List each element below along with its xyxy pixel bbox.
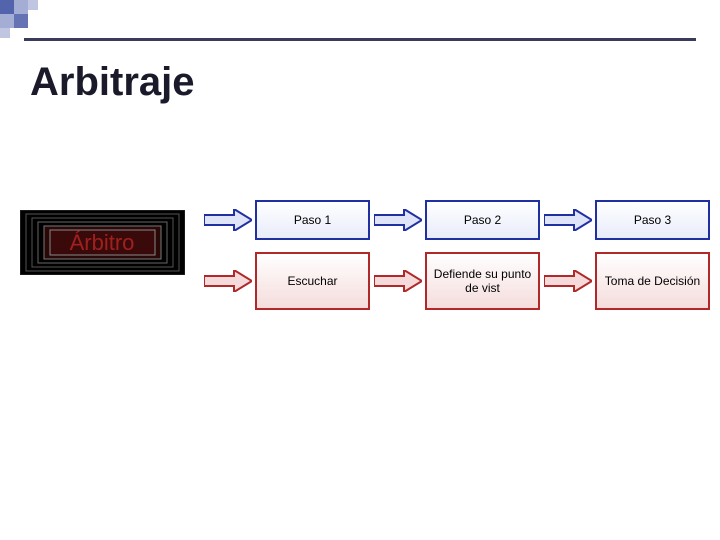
arrow-icon xyxy=(370,270,425,292)
arbitro-box: Árbitro xyxy=(20,210,185,275)
arrow-icon xyxy=(540,209,595,231)
detail-label: Defiende su punto de vist xyxy=(431,267,534,296)
step-label: Paso 3 xyxy=(634,213,671,227)
detail-box: Defiende su punto de vist xyxy=(425,252,540,310)
detail-box: Escuchar xyxy=(255,252,370,310)
detail-label: Toma de Decisión xyxy=(605,274,700,288)
arbitro-label: Árbitro xyxy=(70,230,135,255)
arrow-icon xyxy=(370,209,425,231)
detail-box: Toma de Decisión xyxy=(595,252,710,310)
title-underline xyxy=(24,38,696,41)
steps-row-bottom: Escuchar Defiende su punto de vist Toma … xyxy=(200,252,710,310)
step-box: Paso 3 xyxy=(595,200,710,240)
steps-row-top: Paso 1 Paso 2 Paso 3 xyxy=(200,200,710,240)
step-label: Paso 1 xyxy=(294,213,331,227)
page-title: Arbitraje xyxy=(30,60,195,105)
step-box: Paso 2 xyxy=(425,200,540,240)
step-box: Paso 1 xyxy=(255,200,370,240)
arrow-icon xyxy=(200,270,255,292)
detail-label: Escuchar xyxy=(287,274,337,288)
step-label: Paso 2 xyxy=(464,213,501,227)
arrow-icon xyxy=(200,209,255,231)
arrow-icon xyxy=(540,270,595,292)
flow-diagram: Paso 1 Paso 2 Paso 3 Escuchar Defiende s… xyxy=(200,200,710,322)
